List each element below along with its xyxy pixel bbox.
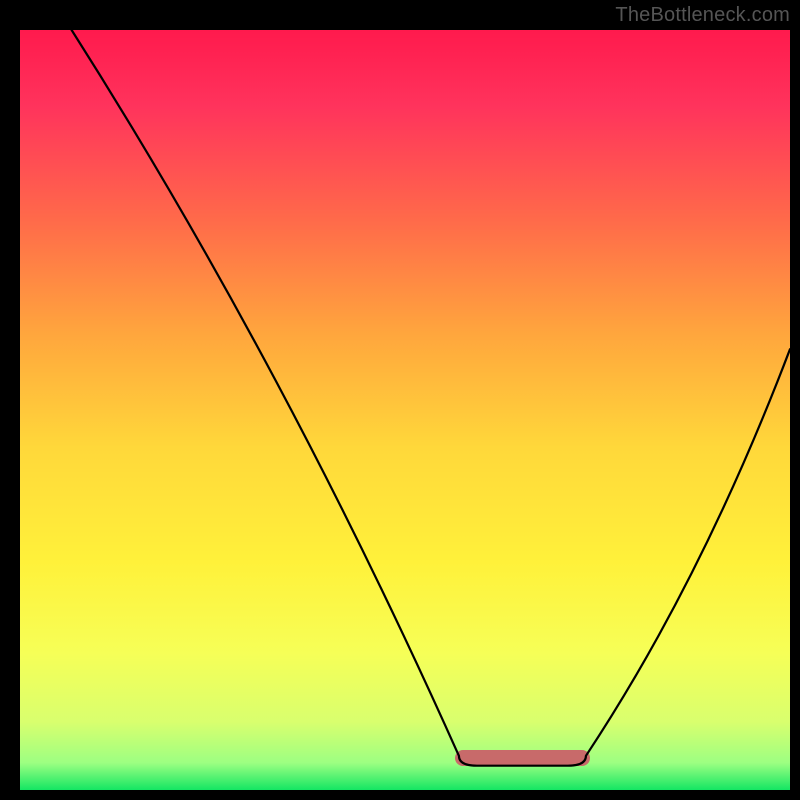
chart-bottom-gradient-band: [20, 763, 790, 790]
optimal-range-marker: [455, 750, 590, 766]
watermark-text: TheBottleneck.com: [615, 4, 790, 27]
chart-gradient-background: [20, 30, 790, 790]
